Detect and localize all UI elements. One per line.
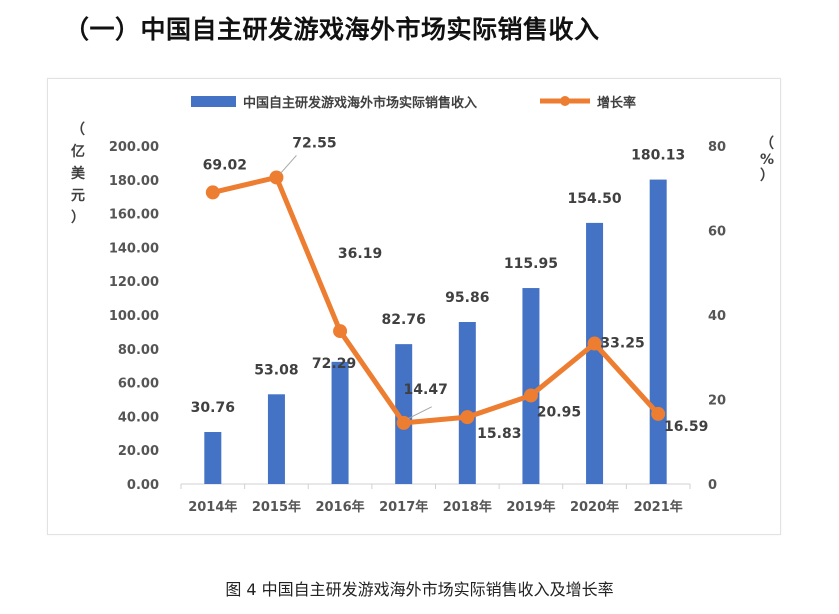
y-right-tick-label: 60	[708, 225, 726, 240]
bar-revenue	[522, 288, 540, 484]
page-heading: （一）中国自主研发游戏海外市场实际销售收入	[64, 15, 600, 44]
y-left-tick-label: 140.00	[109, 241, 159, 256]
y-right-tick-label: 80	[708, 140, 726, 155]
legend-line-marker	[560, 96, 570, 106]
bar-value-label: 95.86	[445, 290, 489, 306]
legend-bar-label: 中国自主研发游戏海外市场实际销售收入	[243, 95, 477, 111]
bar-revenue	[649, 179, 667, 484]
figure-caption: 图 4 中国自主研发游戏海外市场实际销售收入及增长率	[225, 580, 614, 599]
y-left-tick-label: 100.00	[109, 309, 159, 324]
bar-value-label: 115.95	[504, 256, 558, 272]
bar-value-label: 82.76	[382, 312, 426, 328]
line-value-label: 33.25	[600, 336, 644, 352]
growth-rate-point	[587, 336, 602, 351]
growth-rate-point	[396, 415, 411, 430]
y-left-axis-title-char: 亿	[71, 143, 85, 160]
bar-revenue	[586, 222, 604, 484]
bar-value-label: 53.08	[254, 362, 298, 378]
bar-value-label: 72.29	[312, 356, 356, 372]
y-left-tick-label: 0.00	[127, 478, 159, 493]
bar-revenue	[331, 361, 349, 484]
growth-rate-point	[269, 170, 284, 185]
y-left-tick-label: 40.00	[118, 410, 159, 425]
x-tick-label: 2021年	[634, 499, 683, 515]
line-value-label: 16.59	[664, 419, 708, 435]
legend-line-label: 增长率	[597, 95, 636, 111]
line-value-label: 20.95	[537, 404, 581, 420]
y-left-axis-title-char: （	[71, 122, 85, 138]
y-right-axis-title-char: （	[760, 136, 774, 152]
growth-rate-point	[523, 388, 538, 403]
y-right-tick-label: 40	[708, 309, 726, 324]
y-left-tick-label: 20.00	[118, 444, 159, 459]
line-value-label: 36.19	[338, 246, 382, 262]
x-tick-label: 2014年	[188, 499, 237, 515]
x-tick-label: 2018年	[443, 499, 492, 515]
x-tick-label: 2015年	[252, 499, 301, 515]
x-tick-label: 2019年	[506, 499, 555, 515]
y-right-axis-title-char: ）	[760, 168, 774, 184]
growth-rate-point	[205, 185, 220, 200]
x-tick-label: 2020年	[570, 499, 619, 515]
y-right-axis-title-char: %	[760, 152, 774, 168]
y-left-tick-label: 160.00	[109, 208, 159, 223]
y-left-axis-title-char: 元	[71, 188, 85, 204]
line-value-label: 15.83	[477, 426, 521, 442]
y-right-tick-label: 0	[708, 478, 717, 493]
y-left-tick-label: 60.00	[118, 377, 159, 392]
y-left-tick-label: 180.00	[109, 174, 159, 189]
growth-rate-line	[210, 174, 661, 426]
bar-revenue	[458, 321, 476, 484]
y-left-tick-label: 120.00	[109, 275, 159, 290]
bar-value-label: 180.13	[631, 148, 685, 164]
x-tick-label: 2016年	[315, 499, 364, 515]
bar-revenue	[395, 344, 413, 484]
bar-value-label: 154.50	[568, 191, 622, 207]
y-left-tick-label: 200.00	[109, 140, 159, 155]
y-left-tick-label: 80.00	[118, 343, 159, 358]
line-value-label: 14.47	[404, 382, 448, 398]
legend-bar-swatch	[191, 96, 236, 107]
combo-chart: 0.00 20.00 40.00 60.00 80.00 100.00 120.00 140.…	[71, 95, 774, 515]
bar-revenue	[267, 394, 285, 484]
y-left-axis-title-char: 美	[71, 165, 86, 182]
growth-rate-point	[460, 410, 475, 425]
growth-rate-point	[651, 406, 666, 421]
y-left-axis-title-char: ）	[71, 210, 85, 226]
line-value-label: 72.55	[292, 135, 336, 151]
growth-rate-point	[333, 324, 348, 339]
chart-frame: 0.00 20.00 40.00 60.00 80.00 100.00 120.00 140.…	[47, 78, 781, 535]
label-leader-line	[280, 155, 297, 174]
line-value-label: 69.02	[203, 157, 247, 173]
bar-value-label: 30.76	[191, 400, 235, 416]
bar-revenue	[204, 432, 222, 484]
x-tick-label: 2017年	[379, 499, 428, 515]
label-leader-line	[407, 406, 432, 420]
y-right-tick-label: 20	[708, 394, 726, 409]
